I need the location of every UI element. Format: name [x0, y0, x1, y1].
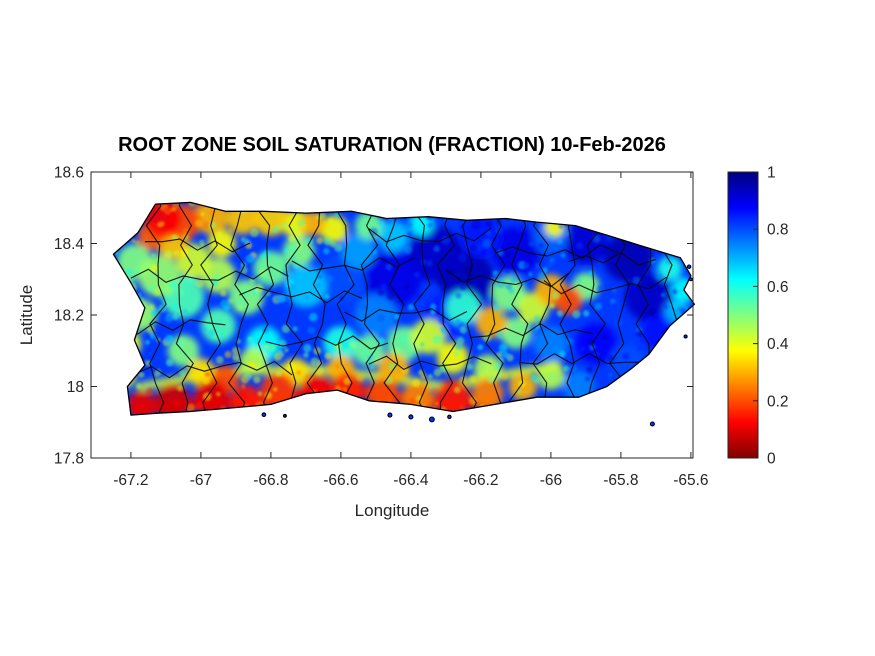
x-tick-label: -65.8: [603, 472, 638, 489]
x-tick-label: -66.2: [463, 472, 498, 489]
axes-box: [90, 171, 694, 459]
coastline: [112, 201, 696, 416]
colorbar-tick-label: 0.2: [767, 393, 789, 410]
offshore-islets: [261, 264, 693, 427]
x-tick-label: -66.8: [253, 472, 288, 489]
x-tick-label: -66: [540, 472, 562, 489]
x-tick-label: -67.2: [113, 472, 148, 489]
colorbar-tick-label: 0: [767, 451, 776, 468]
x-tick-label: -66.4: [393, 472, 429, 489]
colorbar-tick-label: 0.6: [767, 279, 789, 296]
x-tick-label: -67: [190, 472, 212, 489]
y-tick-label: 18: [67, 379, 84, 396]
y-axis-label: Latitude: [17, 284, 36, 346]
y-tick-label: 18.2: [54, 308, 84, 325]
chart-title: ROOT ZONE SOIL SATURATION (FRACTION) 10-…: [118, 134, 666, 156]
tick-labels: -67.2 -67 -66.8 -66.6 -66.4 -66.2 -66 -65.8 -65.…: [54, 165, 709, 490]
y-tick-label: 17.8: [54, 451, 84, 468]
colorbar-tick-label: 0.4: [767, 336, 789, 353]
colorbar-tick-label: 1: [767, 165, 776, 182]
y-tick-label: 18.6: [54, 165, 84, 182]
y-tick-label: 18.4: [54, 236, 85, 253]
x-tick-label: -65.6: [673, 472, 708, 489]
colorbar: 1 0.8 0.6 0.4 0.2 0: [727, 165, 789, 468]
colorbar-tick-label: 0.8: [767, 222, 789, 239]
map-heatmap: [113, 202, 695, 426]
x-tick-label: -66.6: [323, 472, 358, 489]
x-axis-label: Longitude: [354, 501, 430, 520]
